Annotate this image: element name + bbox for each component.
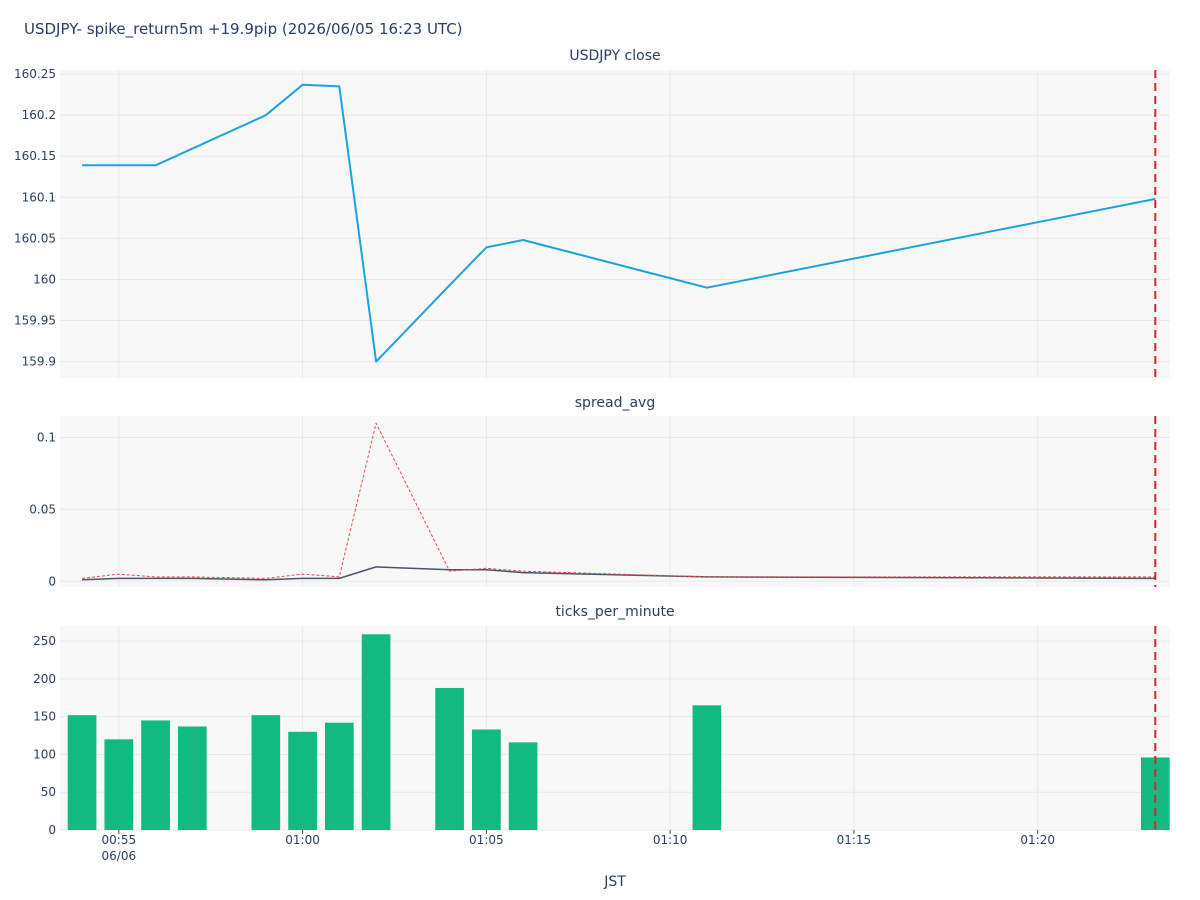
series-line-0: [82, 83, 1156, 363]
plot-background: [60, 416, 1170, 587]
bar: [435, 687, 464, 830]
x-date-label: 06/06: [102, 849, 137, 863]
x-tick-label: 01:20: [1020, 833, 1055, 847]
bar: [325, 722, 354, 830]
bar: [288, 731, 317, 830]
y-tick-label: 250: [33, 634, 56, 648]
bar: [692, 705, 722, 830]
x-tick-label: 01:05: [469, 833, 504, 847]
x-tick-label: 01:00: [285, 833, 320, 847]
bar: [472, 729, 501, 830]
y-tick-label: 160.1: [22, 190, 56, 204]
y-tick-label: 160.15: [14, 149, 56, 163]
y-tick-label: 200: [33, 672, 56, 686]
y-tick-label: 150: [33, 710, 56, 724]
bar: [177, 726, 207, 830]
bar: [104, 739, 134, 830]
subplot-1: 0 0.05 0.1: [29, 416, 1170, 588]
x-tick-label: 01:15: [837, 833, 872, 847]
y-tick-label: 0: [48, 823, 56, 837]
bar: [508, 742, 538, 830]
y-tick-label: 100: [33, 747, 56, 761]
y-tick-label: 0.05: [29, 502, 56, 516]
y-tick-label: 160.25: [14, 67, 56, 81]
subplot-2: 0 50 100 150 200 250: [33, 626, 1170, 837]
bar: [141, 720, 170, 830]
bar: [67, 715, 97, 830]
subplot-title-spread: spread_avg: [574, 395, 656, 411]
y-tick-label: 160.05: [14, 231, 56, 245]
subplot-0: 159.9 159.95 160 160.05 160.1 160.15 160.2 160.…: [14, 67, 1170, 378]
x-tick-label: 00:55: [102, 833, 137, 847]
bar: [1140, 757, 1170, 830]
y-tick-label: 50: [41, 785, 56, 799]
series-line-1: [82, 422, 1156, 579]
plot-background: [60, 626, 1170, 830]
subplot-title-ticks: ticks_per_minute: [555, 604, 675, 620]
x-axis-title: JST: [604, 874, 626, 890]
y-tick-label: 0.1: [37, 431, 56, 445]
y-tick-label: 159.95: [14, 314, 56, 328]
series-line-0: [82, 566, 1156, 581]
bar: [361, 634, 391, 830]
x-tick-label: 01:10: [653, 833, 688, 847]
y-tick-label: 160: [33, 272, 56, 286]
plot-background: [60, 70, 1170, 378]
y-tick-label: 159.9: [22, 355, 56, 369]
y-tick-label: 160.2: [22, 108, 56, 122]
figure-title: USDJPY- spike_return5m +19.9pip (2026/06…: [24, 20, 463, 38]
bar: [251, 715, 281, 830]
y-tick-label: 0: [48, 574, 56, 588]
subplot-title-close: USDJPY close: [569, 48, 661, 64]
